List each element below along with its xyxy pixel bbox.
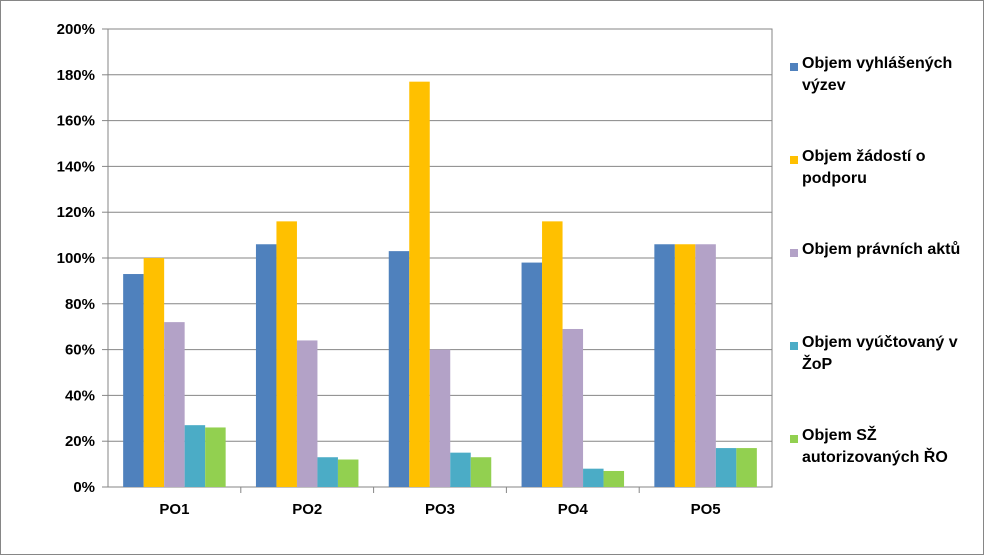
legend-label: Objem vyúčtovaný v ŽoP — [802, 334, 958, 373]
bar — [654, 244, 675, 487]
bar — [164, 322, 185, 487]
bar — [388, 251, 410, 487]
bar — [470, 457, 492, 487]
y-tick-label: 140% — [57, 158, 95, 175]
y-tick-label: 180% — [57, 67, 95, 84]
bar — [205, 427, 226, 487]
bar — [542, 221, 563, 488]
x-tick-label: PO1 — [159, 501, 189, 518]
bar — [603, 470, 625, 487]
bar — [255, 244, 277, 487]
legend-label: Objem vyhlášených výzev — [802, 55, 953, 94]
y-tick-label: 200% — [57, 21, 95, 38]
legend-label: Objem žádostí o podporu — [802, 148, 926, 187]
bar — [715, 448, 737, 487]
x-tick-label: PO4 — [558, 501, 589, 518]
bar — [317, 457, 338, 487]
bar — [583, 468, 604, 487]
legend-swatch — [790, 63, 798, 71]
y-tick-label: 60% — [65, 342, 95, 359]
bar — [562, 328, 584, 487]
x-tick-label: PO3 — [425, 501, 455, 518]
legend-swatch — [790, 156, 798, 164]
bar — [450, 452, 471, 487]
y-tick-label: 120% — [57, 204, 95, 221]
legend-label: Objem právních aktů — [802, 241, 961, 258]
y-tick-label: 100% — [57, 250, 95, 267]
y-tick-label: 160% — [57, 113, 95, 130]
bar — [123, 274, 144, 487]
x-tick-label: PO2 — [292, 501, 322, 518]
y-tick-label: 20% — [65, 433, 95, 450]
bar — [296, 340, 318, 487]
bar — [276, 221, 297, 488]
x-tick-label: PO5 — [691, 501, 721, 518]
legend-swatch — [790, 342, 798, 350]
y-tick-label: 40% — [65, 387, 95, 404]
legend-swatch — [790, 249, 798, 257]
bar — [337, 459, 359, 487]
bar — [695, 244, 716, 487]
y-tick-label: 80% — [65, 296, 95, 313]
bar — [409, 81, 430, 488]
legend-swatch — [790, 435, 798, 443]
bar — [143, 258, 165, 487]
legend-label: Objem SŽ autorizovaných ŘO — [802, 427, 948, 466]
bar — [674, 244, 696, 487]
bar — [429, 349, 451, 487]
bar — [736, 448, 757, 487]
bar — [184, 425, 206, 487]
bar — [521, 262, 543, 487]
y-tick-label: 0% — [73, 479, 95, 496]
